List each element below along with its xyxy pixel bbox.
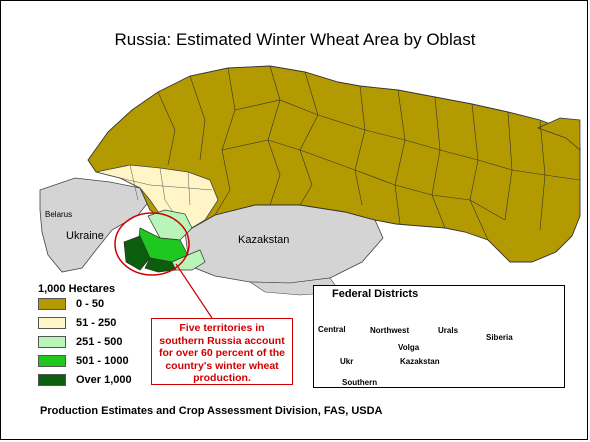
callout-line: country's winter wheat <box>165 359 279 372</box>
callout-line: for over 60 percent of the <box>158 347 286 359</box>
kazakstan-label: Kazakstan <box>238 234 290 246</box>
legend-item: 501 - 1000 <box>38 354 129 368</box>
legend-label: 51 - 250 <box>76 317 117 329</box>
district-label-kazakstan: Kazakstan <box>400 357 440 366</box>
western-oblast-boundaries <box>119 164 213 216</box>
district-label-urals: Urals <box>438 326 459 335</box>
belarus-label: Belarus <box>45 210 73 219</box>
legend-label: 251 - 500 <box>76 336 123 348</box>
highlight-ellipse <box>114 212 190 276</box>
inset-title: Federal Districts <box>332 288 419 300</box>
district-label-volga: Volga <box>398 343 420 352</box>
far-east-region <box>537 117 581 151</box>
district-label-siberia: Siberia <box>486 333 513 342</box>
legend-swatch <box>38 298 66 310</box>
map-title: Russia: Estimated Winter Wheat Area by O… <box>114 30 476 49</box>
legend-item: 0 - 50 <box>38 297 104 311</box>
ukraine-label: Ukraine <box>66 230 104 242</box>
legend-item: 251 - 500 <box>38 335 122 349</box>
source-credit: Production Estimates and Crop Assessment… <box>40 405 383 417</box>
legend-swatch <box>38 374 66 386</box>
oblast-boundaries <box>157 65 581 241</box>
legend-item: Over 1,000 <box>38 373 132 387</box>
district-label-ukr: Ukr <box>340 357 354 366</box>
callout-box: Five territories in southern Russia acco… <box>151 318 293 385</box>
legend-label: 501 - 1000 <box>76 355 129 367</box>
callout-leader <box>175 263 213 319</box>
district-label-central: Central <box>318 325 346 334</box>
district-label-northwest: Northwest <box>370 326 410 335</box>
federal-districts-inset <box>313 285 565 388</box>
legend-item: 51 - 250 <box>38 316 116 330</box>
legend-swatch <box>38 336 66 348</box>
legend-label: Over 1,000 <box>76 374 132 386</box>
legend-label: 0 - 50 <box>76 298 105 310</box>
legend-swatch <box>38 317 66 329</box>
callout-line: Five territories in <box>179 322 265 334</box>
oblast-over-1000-a <box>123 235 151 271</box>
callout-line: southern Russia account <box>159 334 285 347</box>
legend-swatch <box>38 355 66 367</box>
legend-title: 1,000 Hectares <box>38 283 116 295</box>
district-label-southern: Southern <box>342 378 378 387</box>
oblast-over-1000-b <box>144 257 177 273</box>
callout-line: production. <box>193 372 251 384</box>
neighbor-countries <box>39 177 151 273</box>
